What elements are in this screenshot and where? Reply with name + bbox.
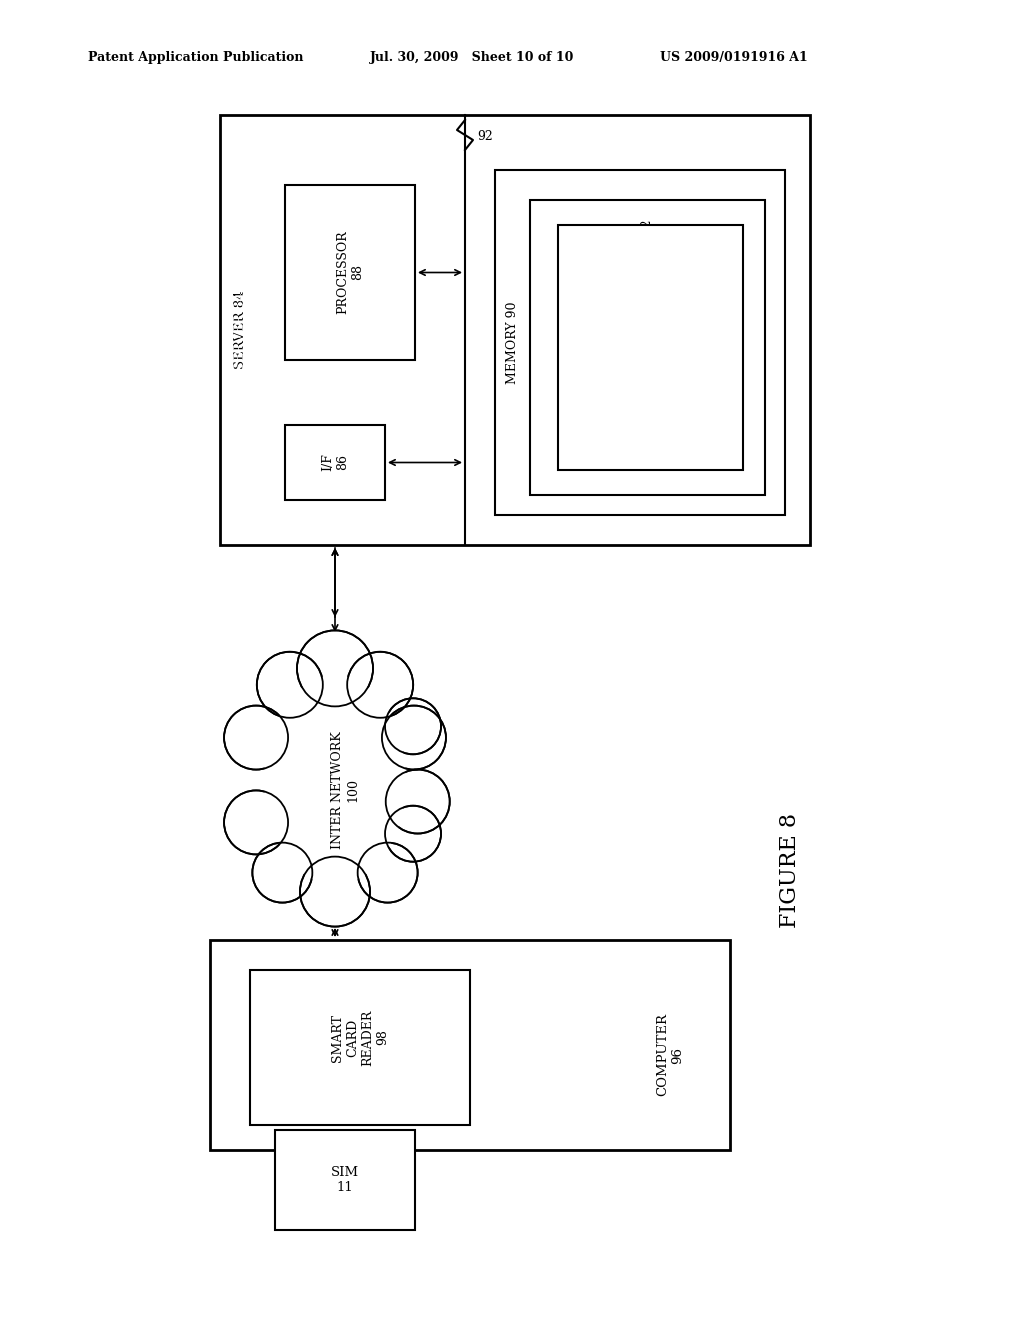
Ellipse shape [264,676,406,884]
Bar [220,115,810,545]
Text: 92: 92 [477,129,493,143]
Bar [210,940,730,1150]
Text: Jul. 30, 2009   Sheet 10 of 10: Jul. 30, 2009 Sheet 10 of 10 [370,51,574,65]
Text: PROCESSOR
88: PROCESSOR 88 [336,231,364,314]
Text: INTER NETWORK
100: INTER NETWORK 100 [331,731,359,849]
Bar [495,170,785,515]
Text: SMART
CARD
READER
98: SMART CARD READER 98 [331,1010,389,1065]
Bar [558,224,743,470]
Text: Patent Application Publication: Patent Application Publication [88,51,303,65]
Text: COMPUTER
96: COMPUTER 96 [656,1014,684,1097]
Text: FIGURE 8: FIGURE 8 [779,812,801,928]
Text: SERVER 84: SERVER 84 [233,290,247,370]
Bar [530,201,765,495]
Bar [275,1130,415,1230]
Bar [285,185,415,360]
Text: MEMORY 90: MEMORY 90 [507,301,519,384]
Text: SERVER 84: SERVER 84 [233,293,247,371]
Text: COMMUN. CODE 102: COMMUN. CODE 102 [641,220,654,352]
Text: US 2009/0191916 A1: US 2009/0191916 A1 [660,51,808,65]
Text: I/F
86: I/F 86 [321,454,349,471]
Bar [250,970,470,1125]
Text: SECURE CHANNEL
CODE 104: SECURE CHANNEL CODE 104 [637,286,665,408]
Bar [285,425,385,500]
Text: SIM
11: SIM 11 [331,1166,359,1195]
